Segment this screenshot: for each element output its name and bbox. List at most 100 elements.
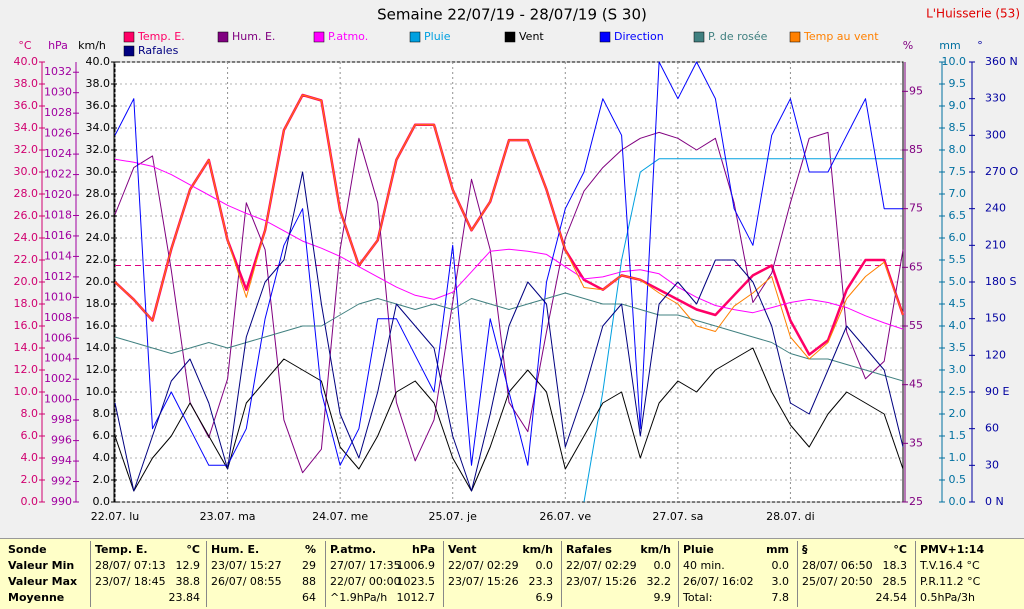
cell-text: 23/07/ 18:45 xyxy=(95,575,166,588)
y-tick-label: 330 xyxy=(985,92,1006,105)
cell-value: 24.54 xyxy=(875,591,908,604)
series-line xyxy=(114,171,904,492)
y-tick-label: 0.0 xyxy=(93,495,111,508)
y-tick-label: 1022 xyxy=(44,168,72,181)
y-tick-label: 30 xyxy=(985,458,999,471)
cell-value: 38.8 xyxy=(175,575,201,588)
y-tick-label: 994 xyxy=(51,454,72,467)
y-tick-label: 22.0 xyxy=(86,253,111,266)
y-tick-label: 1024 xyxy=(44,147,72,160)
y-tick-label: 24.0 xyxy=(14,231,39,244)
x-tick-label: 26.07. ve xyxy=(539,510,591,523)
column-separator xyxy=(325,541,326,607)
cell-text: 28/07/ 07:13 xyxy=(95,559,166,572)
y-tick-label: 12.0 xyxy=(14,363,39,376)
y-tick-label: 28.0 xyxy=(14,187,39,200)
location: L'Huisserie (53) xyxy=(926,7,1020,21)
y-tick-label: 16.0 xyxy=(86,319,111,332)
y-tick-label: 1032 xyxy=(44,65,72,78)
cell-text: 23/07/ 15:27 xyxy=(211,559,282,572)
y-tick-label: 18.0 xyxy=(14,297,39,310)
x-tick-label: 23.07. ma xyxy=(200,510,256,523)
y-tick-label: 36.0 xyxy=(86,99,111,112)
y-tick-label: 1.5 xyxy=(949,429,967,442)
column-unit: °C xyxy=(893,543,907,556)
cell-text: 28/07/ 06:50 xyxy=(802,559,873,572)
column-separator xyxy=(678,541,679,607)
axis-unit: °C xyxy=(18,39,32,52)
y-tick-label: 24.0 xyxy=(86,231,111,244)
y-tick-label: 3.0 xyxy=(949,363,967,376)
y-tick-label: 8.0 xyxy=(949,143,967,156)
y-tick-label: 6.0 xyxy=(949,231,967,244)
y-tick-label: 55 xyxy=(909,319,923,332)
y-tick-label: 7.5 xyxy=(949,165,967,178)
cell-value: 0.0 xyxy=(535,559,554,572)
y-tick-label: 75 xyxy=(909,202,923,215)
column-separator xyxy=(443,541,444,607)
cell-value: 23.84 xyxy=(168,591,201,604)
column-separator xyxy=(797,541,798,607)
y-tick-label: 18.0 xyxy=(86,297,111,310)
legend-swatch xyxy=(123,31,135,43)
y-tick-label: 990 xyxy=(51,495,72,508)
y-tick-label: 10.0 xyxy=(14,385,39,398)
cell-text: 40 min. xyxy=(683,559,725,572)
y-tick-label: 5.5 xyxy=(949,253,967,266)
column-unit: % xyxy=(304,543,316,556)
cell-value: 1023.5 xyxy=(396,575,436,588)
cell-value: 1006.9 xyxy=(396,559,436,572)
column-header: Hum. E. xyxy=(211,543,260,556)
y-tick-label: 1026 xyxy=(44,127,72,140)
y-tick-label: 26.0 xyxy=(86,209,111,222)
column-unit: km/h xyxy=(522,543,553,556)
cell-value: 23.3 xyxy=(528,575,554,588)
cell-value: 12.9 xyxy=(175,559,201,572)
y-tick-label: 35 xyxy=(909,436,923,449)
y-tick-label: 1.0 xyxy=(949,451,967,464)
y-tick-label: 12.0 xyxy=(86,363,111,376)
y-tick-label: 32.0 xyxy=(14,143,39,156)
y-tick-label: 1004 xyxy=(44,352,72,365)
y-tick-label: 5.0 xyxy=(949,275,967,288)
y-tick-label: 14.0 xyxy=(86,341,111,354)
plot-area xyxy=(114,61,904,503)
legend-label: P. de rosée xyxy=(708,30,768,43)
column-header: P.atmo. xyxy=(330,543,377,556)
y-tick-label: 996 xyxy=(51,434,72,447)
column-separator xyxy=(561,541,562,607)
y-tick-label: 0.0 xyxy=(21,495,39,508)
y-tick-label: 0 N xyxy=(985,495,1004,508)
cell-value: 32.2 xyxy=(646,575,672,588)
y-tick-label: 14.0 xyxy=(14,341,39,354)
y-tick-label: 4.0 xyxy=(93,451,111,464)
legend-label: P.atmo. xyxy=(328,30,368,43)
y-tick-label: 1008 xyxy=(44,311,72,324)
legend-label: Direction xyxy=(614,30,664,43)
cell-text: ^1.9hPa/h xyxy=(330,591,388,604)
y-tick-label: 6.0 xyxy=(93,429,111,442)
y-tick-label: 3.5 xyxy=(949,341,967,354)
y-tick-label: 1002 xyxy=(44,372,72,385)
cell-text: 27/07/ 17:35 xyxy=(330,559,401,572)
y-tick-label: 26.0 xyxy=(14,209,39,222)
y-tick-label: 120 xyxy=(985,348,1006,361)
cell-value: 18.3 xyxy=(882,559,908,572)
cell-value: 88 xyxy=(302,575,316,588)
column-separator xyxy=(206,541,207,607)
cell-text: Total: xyxy=(683,591,713,604)
cell-value: 9.9 xyxy=(653,591,672,604)
axis-unit: % xyxy=(903,39,913,52)
column-unit: hPa xyxy=(411,543,435,556)
column-unit: mm xyxy=(766,543,789,556)
y-tick-label: 4.0 xyxy=(949,319,967,332)
y-tick-label: 28.0 xyxy=(86,187,111,200)
column-separator xyxy=(90,541,91,607)
cell-value: 64 xyxy=(302,591,316,604)
cell-text: T.V.16.4 °C xyxy=(920,559,980,572)
y-tick-label: 4.0 xyxy=(21,451,39,464)
legend-swatch xyxy=(504,31,516,43)
y-tick-label: 6.5 xyxy=(949,209,967,222)
cell-value: 3.0 xyxy=(771,575,790,588)
y-tick-label: 240 xyxy=(985,202,1006,215)
